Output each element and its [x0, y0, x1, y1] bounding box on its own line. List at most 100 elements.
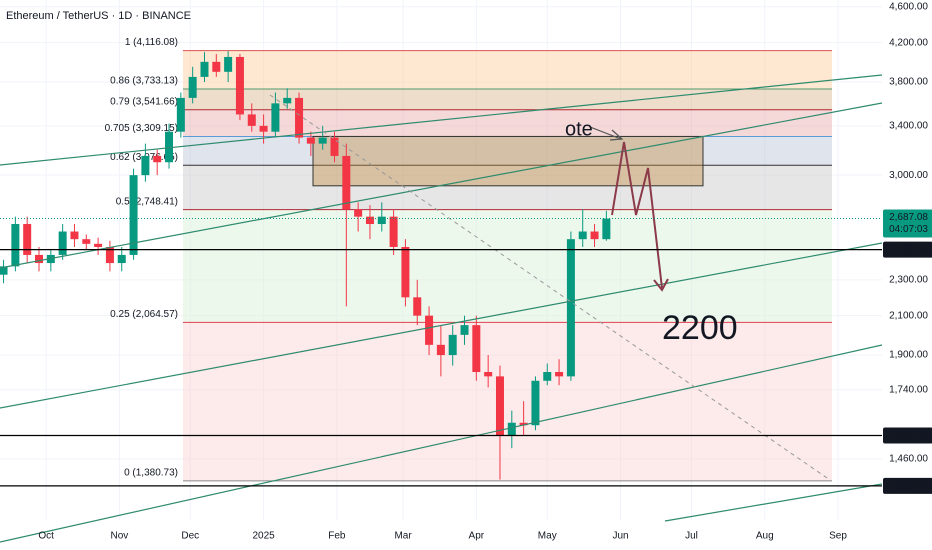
candle-body [188, 76, 197, 98]
candle-body [82, 239, 91, 244]
candle-body [105, 246, 114, 264]
trend-line [664, 483, 883, 522]
candle-body [176, 97, 185, 132]
candle-body [129, 175, 138, 255]
arrow-head [609, 129, 624, 141]
fib-label: 0.86 (3,733.13) [110, 76, 178, 87]
fib-label: 0.25 (2,064.57) [110, 309, 178, 320]
x-tick-label: 2025 [252, 531, 275, 542]
x-tick-label: Nov [110, 531, 128, 542]
fib-zone [183, 89, 832, 110]
x-tick-label: Jun [612, 531, 628, 542]
candle-body [35, 254, 44, 264]
x-tick-label: Mar [394, 531, 412, 542]
candle-body [602, 218, 611, 240]
current-price-box [883, 209, 932, 238]
y-tick-label: 3,800.00 [889, 77, 928, 88]
x-tick-label: Oct [38, 531, 54, 542]
y-tick-label: 2,300.00 [889, 274, 928, 285]
x-tick-label: Sep [829, 531, 847, 542]
candle-body [283, 97, 292, 104]
candle-body [224, 56, 233, 72]
trend-line [0, 74, 883, 166]
fib-retracement: 1 (4,116.08) 0.86 (3,733.13) 0.79 (3,541.6… [105, 37, 832, 482]
annotation: ote [565, 118, 593, 140]
background [0, 0, 882, 520]
fib-zone [183, 322, 832, 481]
x-tick-label: Feb [328, 531, 346, 542]
candle-body [531, 380, 540, 426]
fib-label: 1 (4,116.08) [125, 37, 178, 48]
projection-path [611, 141, 663, 289]
price-label: 2,483.05 [889, 244, 928, 255]
fib-label: 0.5 (2,748.41) [116, 196, 178, 207]
candle-body [495, 376, 504, 436]
y-tick-label: 1,460.00 [889, 453, 928, 464]
candle-body [425, 315, 434, 345]
y-tick-label: 3,400.00 [889, 120, 928, 131]
candle-body [235, 56, 244, 115]
price-label: 1,363.09 [889, 481, 928, 492]
y-tick-label: 1,900.00 [889, 350, 928, 361]
candle-body [413, 297, 422, 316]
y-tick-label: 3,000.00 [889, 170, 928, 181]
candle-body [330, 137, 339, 156]
countdown: 04:07:03 [889, 224, 928, 235]
candle-body [507, 422, 516, 436]
candle-body [401, 246, 410, 298]
candle-body [566, 239, 575, 377]
price-box [883, 477, 932, 494]
fib-zone [183, 50, 832, 90]
candle-body [354, 209, 363, 217]
chart-title: Ethereum / TetherUS · 1D · BINANCE [6, 10, 191, 22]
fib-label: 0 (1,380.73) [124, 467, 178, 478]
price-label: 1,549.06 [889, 430, 928, 441]
candle-body [212, 61, 221, 72]
fib-label: 0.79 (3,541.66) [110, 96, 178, 107]
candle-body [389, 216, 398, 247]
candle-body [306, 137, 315, 144]
candle-body [0, 266, 8, 275]
candle-body [165, 131, 174, 163]
annotation: 2200 [662, 309, 738, 347]
x-tick-label: May [538, 531, 557, 542]
y-tick-label: 4,200.00 [889, 37, 928, 48]
candle-body [271, 103, 280, 132]
current-price-label: 2,687.08 [889, 212, 928, 223]
candle-body [590, 231, 599, 240]
y-tick-label: 1,740.00 [889, 384, 928, 395]
dashed-line [269, 94, 831, 481]
candle-body [578, 231, 587, 240]
candle-body [11, 224, 20, 267]
candle-body [141, 155, 150, 176]
candle-body [117, 254, 126, 264]
candle-body [295, 97, 304, 138]
candle-body [153, 155, 162, 163]
candle-body [472, 325, 481, 373]
x-tick-label: Jul [685, 531, 698, 542]
x-tick-label: Apr [469, 531, 485, 542]
fib-label: 0.705 (3,309.15) [105, 123, 178, 134]
price-box [883, 427, 932, 444]
trend-line [0, 242, 883, 409]
candle-body [342, 155, 351, 210]
drawings [0, 74, 883, 543]
candle-body [436, 344, 445, 356]
candle-body [247, 114, 256, 126]
arrow-head [653, 278, 669, 292]
fib-zone [183, 136, 832, 166]
candle-body [460, 325, 469, 335]
candle-body [484, 372, 493, 377]
candle-body [200, 61, 209, 77]
y-tick-label: 4,600.00 [889, 1, 928, 12]
candle-body [318, 137, 327, 144]
candle-body [448, 334, 457, 356]
fib-zone [183, 209, 832, 323]
candles [0, 51, 611, 480]
trend-line [0, 102, 883, 269]
candle-body [70, 231, 79, 240]
y-tick-label: 2,100.00 [889, 310, 928, 321]
x-tick-label: Dec [181, 531, 199, 542]
